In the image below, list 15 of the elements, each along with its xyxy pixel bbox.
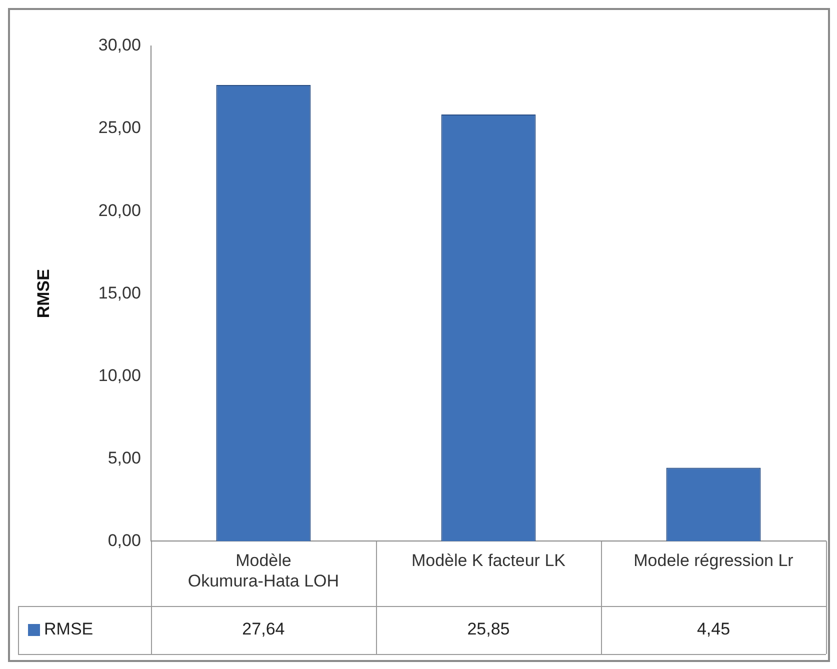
x-tick-label: Modèle Okumura-Hata LOH bbox=[188, 551, 340, 590]
data-label: 27,64 bbox=[242, 620, 285, 639]
y-axis-title: RMSE bbox=[34, 269, 53, 318]
x-tick-label: Modèle K facteur LK bbox=[411, 551, 566, 570]
x-tick-label: Modele régression Lr bbox=[634, 551, 794, 570]
y-tick-label: 15,00 bbox=[98, 283, 141, 302]
y-tick-label: 30,00 bbox=[98, 36, 141, 55]
y-tick-label: 5,00 bbox=[108, 448, 141, 468]
legend-label: RMSE bbox=[44, 620, 94, 639]
y-tick-label: 0,00 bbox=[108, 530, 141, 550]
y-tick-label: 20,00 bbox=[98, 200, 141, 220]
data-label: 4,45 bbox=[696, 620, 730, 639]
y-tick-label: 25,00 bbox=[98, 118, 141, 138]
y-tick-label: 10,00 bbox=[98, 366, 141, 385]
data-label: 25,85 bbox=[467, 620, 510, 639]
